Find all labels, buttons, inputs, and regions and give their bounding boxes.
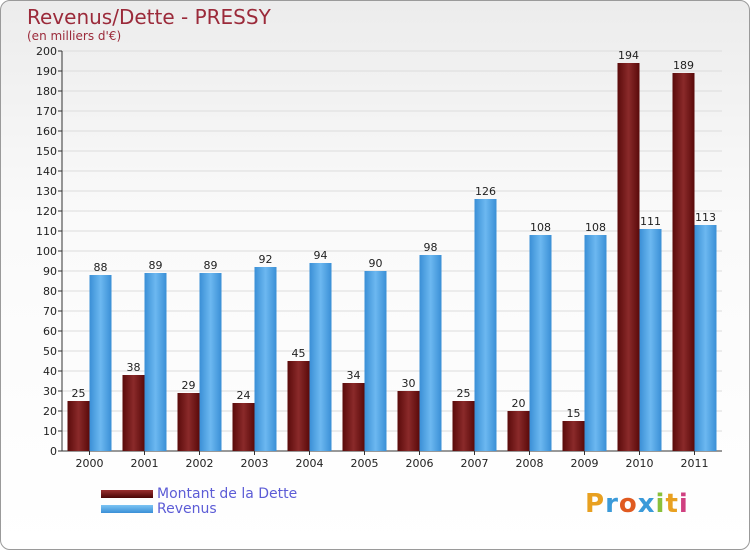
data-label-revenus: 89 <box>204 259 218 272</box>
data-label-revenus: 88 <box>94 261 108 274</box>
bar-revenus <box>474 199 497 451</box>
x-tick-label: 2009 <box>571 457 599 470</box>
data-label-revenus: 108 <box>530 221 551 234</box>
chart-subtitle: (en milliers d'€) <box>27 29 122 43</box>
data-label-revenus: 92 <box>259 253 273 266</box>
bar-revenus <box>89 275 112 451</box>
logo-letter: o <box>618 489 638 519</box>
logo-letter: P <box>585 489 606 519</box>
y-tick-label: 20 <box>43 405 57 418</box>
bar-debt <box>672 73 695 451</box>
x-tick-label: 2004 <box>296 457 324 470</box>
bar-revenus <box>639 229 662 451</box>
data-label-debt: 34 <box>347 369 361 382</box>
y-tick-label: 60 <box>43 325 57 338</box>
data-label-debt: 30 <box>402 377 416 390</box>
legend-label-debt: Montant de la Dette <box>157 486 298 502</box>
x-tick-label: 2001 <box>131 457 159 470</box>
logo-letter: x <box>637 489 656 519</box>
data-label-revenus: 89 <box>149 259 163 272</box>
bar-debt <box>122 375 145 451</box>
bar-revenus <box>419 255 442 451</box>
y-tick-label: 10 <box>43 425 57 438</box>
y-tick-label: 110 <box>36 225 57 238</box>
x-tick-label: 2000 <box>76 457 104 470</box>
chart-title: Revenus/Dette - PRESSY <box>27 5 271 29</box>
bar-revenus <box>694 225 717 451</box>
logo-letter: i <box>678 489 689 519</box>
data-label-revenus: 113 <box>695 211 716 224</box>
x-tick-label: 2005 <box>351 457 379 470</box>
bar-debt <box>67 401 90 451</box>
data-label-debt: 29 <box>182 379 196 392</box>
data-label-debt: 194 <box>618 49 639 62</box>
bar-revenus <box>144 273 167 451</box>
bar-debt <box>342 383 365 451</box>
x-tick-label: 2006 <box>406 457 434 470</box>
data-label-debt: 25 <box>457 387 471 400</box>
logo-letter: r <box>605 489 619 519</box>
x-tick-label: 2003 <box>241 457 269 470</box>
y-tick-label: 100 <box>36 245 57 258</box>
logo-letter: t <box>665 489 679 519</box>
y-tick-label: 180 <box>36 85 57 98</box>
bar-revenus <box>309 263 332 451</box>
x-tick-label: 2002 <box>186 457 214 470</box>
bar-revenus <box>364 271 387 451</box>
bar-debt <box>397 391 420 451</box>
y-tick-label: 80 <box>43 285 57 298</box>
data-label-revenus: 108 <box>585 221 606 234</box>
legend-swatch-debt <box>101 490 153 498</box>
x-tick-label: 2008 <box>516 457 544 470</box>
bar-revenus <box>529 235 552 451</box>
y-tick-label: 40 <box>43 365 57 378</box>
data-label-debt: 45 <box>292 347 306 360</box>
bar-debt <box>617 63 640 451</box>
y-tick-label: 150 <box>36 145 57 158</box>
data-label-debt: 25 <box>72 387 86 400</box>
data-label-revenus: 90 <box>369 257 383 270</box>
bar-revenus <box>254 267 277 451</box>
y-tick-label: 130 <box>36 185 57 198</box>
legend-swatch-revenus <box>101 505 153 513</box>
logo-letter: i <box>655 489 666 519</box>
data-label-revenus: 126 <box>475 185 496 198</box>
y-tick-label: 120 <box>36 205 57 218</box>
bar-debt <box>562 421 585 451</box>
bar-debt <box>452 401 475 451</box>
bar-revenus <box>584 235 607 451</box>
y-tick-label: 90 <box>43 265 57 278</box>
data-label-debt: 24 <box>237 389 251 402</box>
y-tick-label: 170 <box>36 105 57 118</box>
data-label-revenus: 98 <box>424 241 438 254</box>
bar-debt <box>287 361 310 451</box>
legend-label-revenus: Revenus <box>157 501 217 517</box>
y-tick-label: 200 <box>36 45 57 58</box>
x-tick-label: 2010 <box>626 457 654 470</box>
data-label-debt: 15 <box>567 407 581 420</box>
y-tick-label: 70 <box>43 305 57 318</box>
y-tick-label: 50 <box>43 345 57 358</box>
bar-debt <box>232 403 255 451</box>
bar-debt <box>177 393 200 451</box>
y-tick-label: 0 <box>50 445 57 458</box>
proxiti-logo: Proxiti <box>585 489 689 519</box>
data-label-revenus: 111 <box>640 215 661 228</box>
y-tick-label: 30 <box>43 385 57 398</box>
data-label-debt: 189 <box>673 59 694 72</box>
y-tick-label: 190 <box>36 65 57 78</box>
bar-debt <box>507 411 530 451</box>
data-label-debt: 38 <box>127 361 141 374</box>
x-tick-label: 2007 <box>461 457 489 470</box>
data-label-revenus: 94 <box>314 249 328 262</box>
data-label-debt: 20 <box>512 397 526 410</box>
bar-revenus <box>199 273 222 451</box>
y-tick-label: 140 <box>36 165 57 178</box>
y-tick-label: 160 <box>36 125 57 138</box>
x-tick-label: 2011 <box>681 457 709 470</box>
